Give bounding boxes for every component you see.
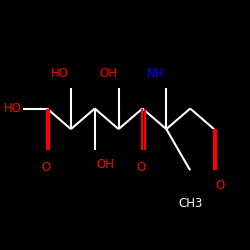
Text: OH: OH xyxy=(99,67,117,80)
Text: HO: HO xyxy=(51,67,69,80)
Text: OH: OH xyxy=(96,158,114,171)
Text: O: O xyxy=(41,161,50,174)
Text: HO: HO xyxy=(4,102,22,115)
Text: CH3: CH3 xyxy=(178,197,202,210)
Text: O: O xyxy=(215,178,224,192)
Text: NH: NH xyxy=(147,67,165,80)
Text: O: O xyxy=(137,161,146,174)
